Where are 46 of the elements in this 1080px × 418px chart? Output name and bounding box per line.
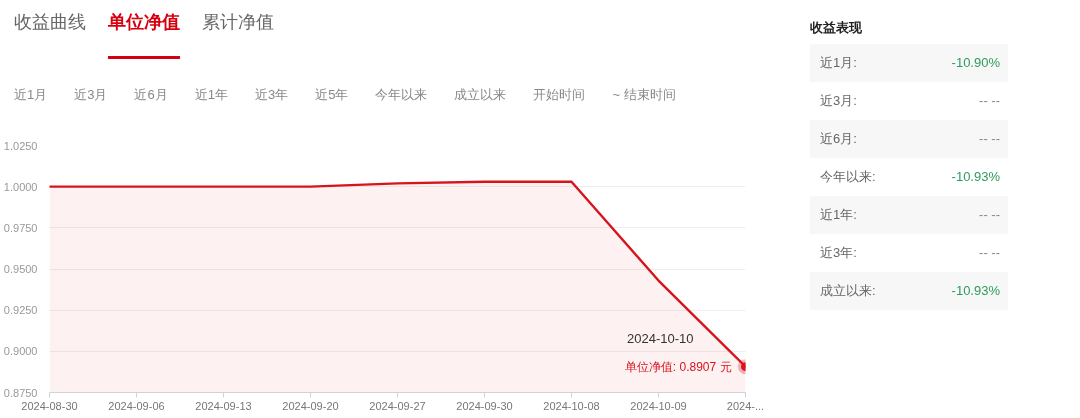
text: 近3年 <box>254 86 289 104</box>
text: 成立以来: <box>820 281 876 300</box>
text: 成立以来 <box>454 86 507 104</box>
x-tick-label: 2024-10-09 <box>630 399 687 412</box>
y-tick-label: 0.9000 <box>3 345 38 358</box>
y-tick-label: 0.8750 <box>3 386 38 399</box>
text: -- -- <box>979 129 1000 148</box>
annotation: 单位净值: 0.8907 元 <box>624 359 732 374</box>
x-tick-label: 2024-08-30 <box>21 399 78 412</box>
text: 近3月 <box>74 86 108 104</box>
text: 近6月: <box>820 129 857 148</box>
y-tick-label: 1.0000 <box>3 180 38 193</box>
text: -- -- <box>979 243 1000 262</box>
text: -10.93% <box>951 281 1000 300</box>
x-tick-label: 2024-09-13 <box>195 399 252 412</box>
text: ~ 结束时间 <box>612 86 676 104</box>
x-tick-label: 2024-09-06 <box>108 399 165 412</box>
text: -- -- <box>979 91 1000 110</box>
x-tick-label: 2024-09-30 <box>456 399 513 412</box>
text: 收益曲线 <box>14 11 86 33</box>
text: 今年以来: <box>820 167 876 186</box>
text: 近3年: <box>820 243 857 262</box>
text: 近1年: <box>820 205 857 224</box>
text: 开始时间 <box>533 86 586 104</box>
y-tick-label: 1.0250 <box>3 139 38 152</box>
text: 累计净值 <box>202 11 274 33</box>
annotation: 2024-10-10 <box>627 331 694 347</box>
text: 收益表现 <box>810 19 863 37</box>
x-tick-label: 2024-10-08 <box>543 399 600 412</box>
text: -10.93% <box>951 167 1000 186</box>
x-tick-label: 2024-09-20 <box>282 399 339 412</box>
y-tick-label: 0.9750 <box>3 221 38 234</box>
text: 近1年 <box>194 86 228 104</box>
y-tick-label: 0.9500 <box>3 263 38 275</box>
x-tick-label: 2024-... <box>726 399 765 412</box>
text: 近6月 <box>134 86 168 104</box>
chart-title: 单位净值 <box>108 11 180 59</box>
text: -10.90% <box>951 53 1000 72</box>
text: -- -- <box>979 205 1000 224</box>
text: 近1月: <box>820 53 857 72</box>
x-tick-label: 2024-09-27 <box>369 399 426 412</box>
text: 近1月 <box>14 86 48 104</box>
y-tick-label: 0.9250 <box>3 304 38 317</box>
text: 今年以来 <box>375 86 428 104</box>
text: 近3月: <box>820 91 857 110</box>
text: 近5年 <box>315 86 349 104</box>
